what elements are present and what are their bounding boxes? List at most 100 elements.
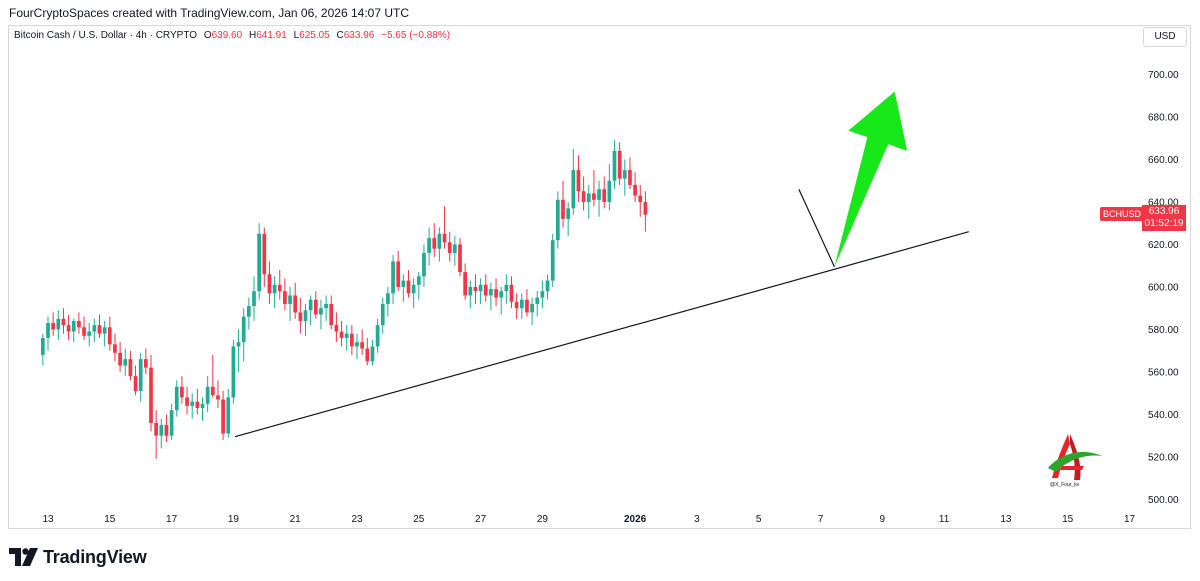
candle-body: [344, 333, 349, 338]
candle-body: [494, 289, 498, 298]
candle-body: [216, 395, 220, 400]
candle-body: [386, 293, 390, 304]
candle-body: [205, 386, 210, 404]
price-tick-label: 540.00: [1148, 410, 1179, 421]
candle-body: [576, 170, 581, 192]
candle-body: [545, 280, 550, 292]
time-tick-label: 17: [166, 514, 178, 525]
candle-body: [272, 284, 277, 294]
candle-body: [159, 425, 164, 436]
candle-body: [447, 242, 452, 253]
candle-body: [118, 352, 122, 366]
candle-body: [195, 401, 200, 409]
candle-body: [432, 238, 437, 249]
time-tick-label: 13: [1000, 514, 1012, 525]
candle-body: [339, 331, 344, 338]
tradingview-logo-icon: [9, 548, 38, 566]
time-axis: 13 15 17 19 21 23 25 27 29 2026 3 5 7 9 11 13 15 17: [42, 514, 1135, 525]
price-tick-label: 680.00: [1148, 112, 1179, 123]
symbol-tag: BCHUSD: [1100, 207, 1145, 221]
candle-body: [380, 303, 385, 326]
candle-body: [607, 180, 612, 202]
time-tick-label: 25: [413, 514, 425, 525]
price-tick-label: 580.00: [1148, 325, 1179, 336]
candle-body: [530, 303, 534, 313]
high-label: H: [248, 30, 257, 41]
candle-body: [180, 386, 184, 398]
low-value: 625.05: [299, 30, 330, 41]
candle-body: [77, 320, 81, 328]
candle-body: [566, 208, 571, 219]
open-label: O: [203, 30, 212, 41]
candle-body: [56, 318, 61, 330]
time-tick-label: 2026: [624, 514, 647, 525]
price-tick-label: 700.00: [1148, 70, 1179, 81]
candle-body: [267, 274, 272, 294]
price-axis: 500.00 520.00 540.00 560.00 580.00 600.00 620.…: [1148, 70, 1179, 506]
candle-body: [221, 399, 225, 434]
candle-body: [236, 342, 241, 347]
open-value: 639.60: [211, 30, 243, 41]
candle-body: [87, 331, 92, 336]
candle-body: [133, 376, 138, 392]
candle-body: [313, 299, 318, 315]
candle-body: [473, 286, 478, 292]
candle-body: [334, 325, 339, 332]
last-price: 633.96: [1148, 206, 1180, 217]
candle-body: [370, 346, 375, 362]
candle-body: [288, 295, 292, 304]
candle-body: [143, 359, 148, 368]
candle-body: [514, 301, 519, 309]
candle-body: [174, 386, 179, 411]
high-value: 641.91: [256, 30, 287, 41]
time-tick-label: 15: [104, 514, 116, 525]
candle-body: [190, 401, 195, 406]
time-tick-label: 15: [1062, 514, 1074, 525]
candle-body: [303, 310, 308, 321]
candle-body: [586, 193, 591, 202]
time-tick-label: 19: [228, 514, 240, 525]
candle-body: [71, 320, 76, 332]
symbol-title: Bitcoin Cash / U.S. Dollar · 4h · CRYPTO: [14, 30, 198, 41]
candle-body: [92, 325, 97, 332]
candle-body: [391, 261, 395, 294]
candle-body: [592, 193, 596, 200]
time-tick-label: 13: [42, 514, 54, 525]
bar-countdown: 01:52:19: [1144, 218, 1184, 229]
candle-body: [252, 291, 256, 307]
candle-body: [149, 367, 153, 423]
candle-body: [571, 170, 576, 209]
candle-body: [262, 233, 267, 275]
candle-body: [442, 233, 447, 243]
candle-body: [154, 422, 159, 436]
time-tick-label: 9: [880, 514, 886, 525]
candle-body: [633, 184, 637, 196]
chart-frame[interactable]: [8, 25, 1191, 529]
candle-body: [40, 337, 45, 355]
candle-body: [617, 150, 622, 179]
candle-body: [509, 284, 514, 302]
price-tick-label: 620.00: [1148, 240, 1179, 251]
close-label: C: [336, 30, 344, 41]
candle-body: [535, 297, 540, 304]
candle-body: [349, 333, 354, 347]
currency-button[interactable]: USD: [1143, 27, 1187, 47]
last-price-tag: 633.96 01:52:19: [1142, 205, 1186, 231]
projection-line: [798, 188, 835, 268]
candle-body: [602, 189, 607, 202]
candle-body: [283, 291, 287, 304]
symbol-legend: Bitcoin Cash / U.S. Dollar · 4h · CRYPTO…: [14, 30, 450, 41]
price-tick-label: 640.00: [1148, 197, 1179, 208]
candle-body: [540, 291, 545, 298]
candle-body: [324, 303, 328, 309]
candle-body: [319, 308, 323, 315]
time-tick-label: 23: [351, 514, 363, 525]
candle-body: [82, 327, 86, 336]
candle-body: [169, 410, 174, 436]
candle-body: [360, 342, 365, 349]
candle-body: [355, 342, 359, 347]
candle-body: [200, 403, 205, 409]
close-value: 633.96: [343, 30, 375, 41]
drawings: [234, 91, 969, 438]
